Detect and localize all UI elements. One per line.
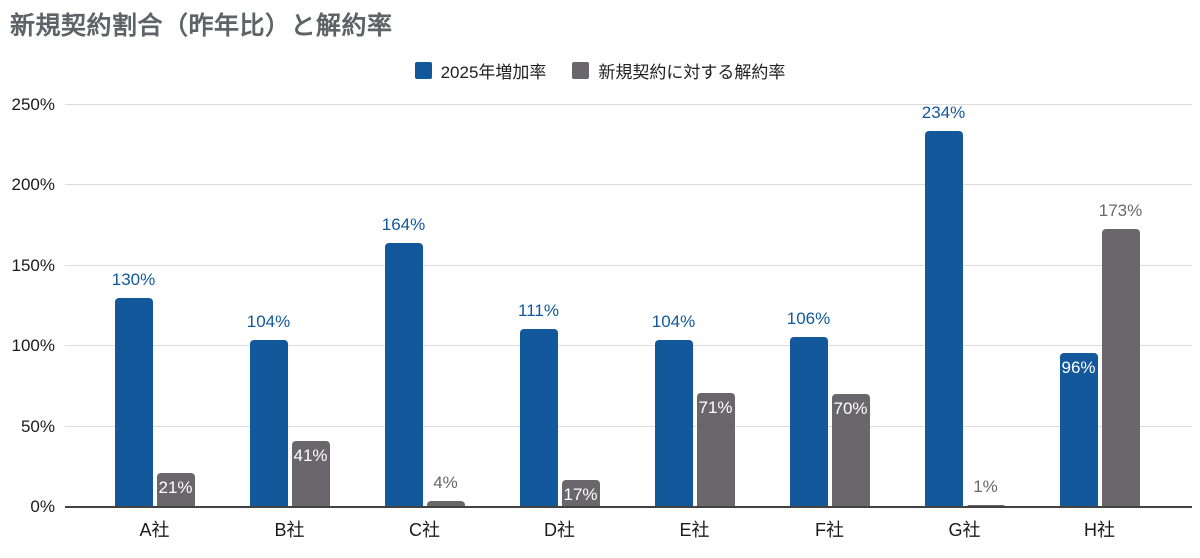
gridline [65,184,1192,186]
bar-churn-rate[interactable]: 4% [426,473,465,507]
value-label-churn-rate: 71% [698,397,733,417]
legend-swatch-increase-rate-icon [414,62,432,79]
bar-group: 104% 41% B社 [222,105,357,540]
bar-2025-increase[interactable]: 104% [652,312,695,507]
bar-churn-rate[interactable]: 173% [1099,201,1142,507]
bar-group: 234% 1% G社 [897,103,1032,540]
value-label-2025-increase: 96% [1061,357,1096,377]
bar-churn-rate[interactable]: 21% [156,473,195,507]
value-label-2025-increase: 111% [518,300,559,320]
x-axis-label: A社 [139,520,170,540]
bar-churn-rate[interactable]: 70% [831,394,870,507]
bar-group: 111% 17% D社 [492,105,627,540]
bar-2025-increase[interactable]: 130% [112,270,155,507]
value-label-2025-increase: 104% [651,311,696,331]
legend-label-churn-rate: 新規契約に対する解約率 [598,63,786,82]
bar-group: 96% 173% H社 [1032,105,1167,540]
x-axis-label: G社 [948,520,981,540]
plot-area: 130% 21% A社 104% 41% B社 164% 4% C社 111% 17% D社 104% 7… [65,103,1192,540]
bar-pair: 130% 21% [112,270,195,507]
bar-2025-increase[interactable]: 106% [787,309,830,507]
x-axis-label: C社 [409,520,440,540]
bar-groups: 130% 21% A社 104% 41% B社 164% 4% C社 111% 17% D社 104% 7… [87,103,1167,540]
bar-pair: 164% 4% [382,215,465,507]
value-label-2025-increase: 234% [921,102,966,122]
bar-2025-increase[interactable]: 164% [382,215,425,507]
legend-item-churn-rate[interactable]: 新規契約に対する解約率 [572,58,785,83]
x-axis-label: D社 [544,520,575,540]
bar-2025-increase[interactable]: 104% [247,312,290,507]
legend-label-increase-rate: 2025年増加率 [440,63,547,82]
bar-churn-rate[interactable]: 17% [561,479,600,507]
bar-churn-rate[interactable]: 71% [696,392,735,507]
value-label-2025-increase: 104% [246,311,291,331]
bar-pair: 96% 173% [1059,201,1142,507]
bar-pair: 104% 71% [652,312,735,507]
x-axis-baseline [65,506,1192,508]
bar-pair: 106% 70% [787,309,870,507]
value-label-churn-rate: 4% [433,472,458,492]
value-label-churn-rate: 41% [293,446,328,466]
value-label-churn-rate: 17% [563,484,598,504]
bar-churn-rate[interactable]: 41% [291,441,330,507]
bar-group: 164% 4% C社 [357,105,492,540]
bar-pair: 111% 17% [518,301,600,507]
value-label-churn-rate: 21% [158,478,193,498]
x-axis-label: E社 [679,520,710,540]
y-axis-tick-label: 250% [11,95,55,114]
bar-2025-increase[interactable]: 96% [1059,352,1098,507]
bar-2025-increase[interactable]: 234% [922,103,965,507]
y-axis-tick-label: 50% [20,416,55,436]
x-axis-label: H社 [1084,520,1115,540]
value-label-churn-rate: 70% [833,399,868,419]
gridline [65,104,1192,105]
bar-group: 130% 21% A社 [87,105,222,540]
legend-swatch-churn-rate-icon [572,62,590,79]
value-label-2025-increase: 130% [111,269,156,289]
y-axis-tick-label: 150% [11,255,55,275]
y-axis-tick-label: 0% [30,497,55,516]
gridline [65,425,1192,427]
y-axis-tick-label: 100% [11,336,55,356]
x-axis-label: F社 [815,520,844,540]
bar-group: 104% 71% E社 [627,105,762,540]
bar-2025-increase[interactable]: 111% [518,301,559,507]
value-label-2025-increase: 106% [786,308,831,328]
gridline [65,264,1192,266]
bar-group: 106% 70% F社 [762,105,897,540]
legend-item-increase-rate[interactable]: 2025年増加率 [414,58,547,83]
value-label-churn-rate: 1% [973,477,998,497]
chart-title: 新規契約割合（昨年比）と解約率 [10,12,393,40]
value-label-churn-rate: 173% [1098,200,1143,220]
x-axis-label: B社 [274,520,305,540]
bar-pair: 104% 41% [247,312,330,507]
value-label-2025-increase: 164% [381,215,426,235]
legend: 2025年増加率 新規契約に対する解約率 [0,58,1200,83]
gridline [65,345,1192,347]
y-axis: 0% 50% 100% 150% 200% 250% [0,95,55,516]
y-axis-tick-label: 200% [11,175,55,195]
bar-pair: 234% 1% [922,103,1005,507]
